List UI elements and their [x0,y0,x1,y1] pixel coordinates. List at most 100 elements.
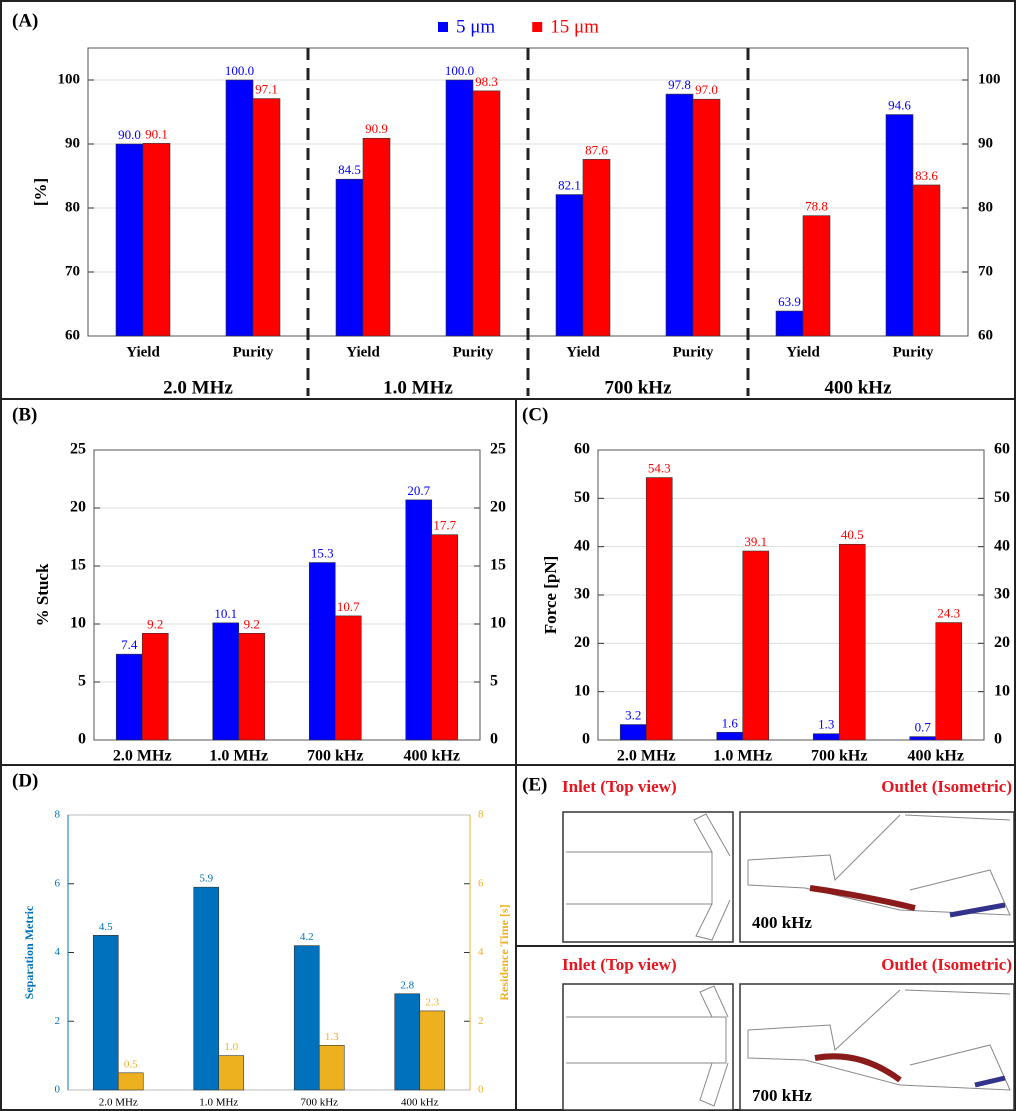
y-tick-label: 40 [574,537,590,554]
y-tick-label: 20 [490,499,506,516]
y-tick-label: 4 [55,946,61,958]
y-tick-label: 20 [574,634,590,651]
data-label: 1.3 [325,1031,339,1043]
data-label: 1.6 [722,715,739,730]
y-tick-label: 10 [70,615,86,632]
y-tick-label: 25 [70,441,86,458]
x-tick-label: Yield [126,344,160,360]
y-tick-label: 80 [65,199,80,215]
bar [294,946,319,1090]
data-label: 94.6 [888,98,911,113]
y-tick-label: 15 [70,557,86,574]
legend-swatch [438,22,448,32]
bar [319,1045,344,1090]
data-label: 90.0 [118,127,141,142]
y-tick-label: 50 [994,489,1010,506]
x-tick-label: 2.0 MHz [99,1097,138,1109]
bar [335,616,361,740]
bar [395,994,420,1090]
bar [693,99,720,336]
bar [116,654,142,740]
x-tick-label: 1.0 MHz [713,748,772,765]
inlet-frame [563,984,733,1110]
y-tick-label: 20 [70,499,86,516]
x-tick-label: Purity [453,344,494,360]
panel-label: (A) [12,10,38,31]
bar [743,551,769,740]
data-label: 82.1 [558,178,581,193]
bar [116,144,143,336]
data-label: 0.5 [124,1058,138,1070]
y-tick-label: 0 [582,731,590,748]
legend-swatch [532,22,542,32]
bar [936,623,962,740]
y-tick-label: 100 [978,71,1001,87]
bar [93,935,118,1090]
bar [420,1011,445,1090]
group-label: 1.0 MHz [383,377,453,398]
y-tick-label: 8 [55,809,61,821]
bar [646,478,672,740]
data-label: 17.7 [433,518,456,533]
bar [253,99,280,336]
data-label: 4.5 [99,921,113,933]
bar [446,80,473,336]
data-label: 5.9 [199,873,213,885]
data-label: 90.1 [145,126,168,141]
bar [473,91,500,336]
y-tick-label: 25 [490,441,506,458]
y-tick-label: 90 [65,135,80,151]
bar [219,1056,244,1090]
y-tick-label: 30 [994,586,1010,603]
y-tick-label: 70 [65,263,80,279]
data-label: 0.7 [915,720,932,735]
data-label: 78.8 [805,199,828,214]
data-label: 39.1 [744,534,767,549]
bar [583,159,610,336]
bar [803,216,830,336]
x-tick-label: 2.0 MHz [113,748,172,765]
y-tick-label: 10 [574,682,590,699]
data-label: 83.6 [915,168,938,183]
x-tick-label: Purity [233,344,274,360]
frequency-label: 700 kHz [752,1086,812,1105]
y-tick-label: 60 [978,327,993,343]
bar [556,195,583,336]
figure: (E) Inlet (Top view) Outlet (Isometric) … [0,0,1016,1111]
bar [432,535,458,740]
y-tick-label: 60 [574,441,590,458]
y2-tick-label: 8 [478,809,484,821]
inlet-title: Inlet (Top view) [562,777,677,796]
x-tick-label: Purity [893,344,934,360]
x-tick-label: 400 kHz [404,748,460,765]
y-tick-label: 5 [490,673,498,690]
bar [406,500,432,740]
x-tick-label: 400 kHz [908,748,964,765]
data-label: 63.9 [778,294,801,309]
y-tick-label: 6 [55,877,61,889]
y-tick-label: 20 [994,634,1010,651]
y-tick-label: 70 [978,263,993,279]
y-tick-label: 10 [994,682,1010,699]
y-tick-label: 90 [978,135,993,151]
panel-label: (B) [12,404,37,425]
x-tick-label: 700 kHz [300,1097,338,1109]
panel-label: (C) [522,404,548,425]
inlet-title: Inlet (Top view) [562,955,677,974]
bar [239,633,265,740]
y-tick-label: 40 [994,537,1010,554]
inlet-frame [563,812,733,942]
group-label: 400 kHz [824,377,892,398]
data-label: 9.2 [147,616,163,631]
panel-label: (E) [522,774,547,795]
y-axis-label: Force [pN] [541,556,560,635]
y-tick-label: 15 [490,557,506,574]
outlet-title: Outlet (Isometric) [881,777,1012,796]
x-tick-label: Yield [346,344,380,360]
bar [910,737,936,740]
data-label: 97.0 [695,82,718,97]
data-label: 10.7 [337,599,360,614]
group-label: 2.0 MHz [163,377,233,398]
legend-label: 15 μm [550,16,599,37]
y-tick-label: 0 [55,1084,61,1096]
